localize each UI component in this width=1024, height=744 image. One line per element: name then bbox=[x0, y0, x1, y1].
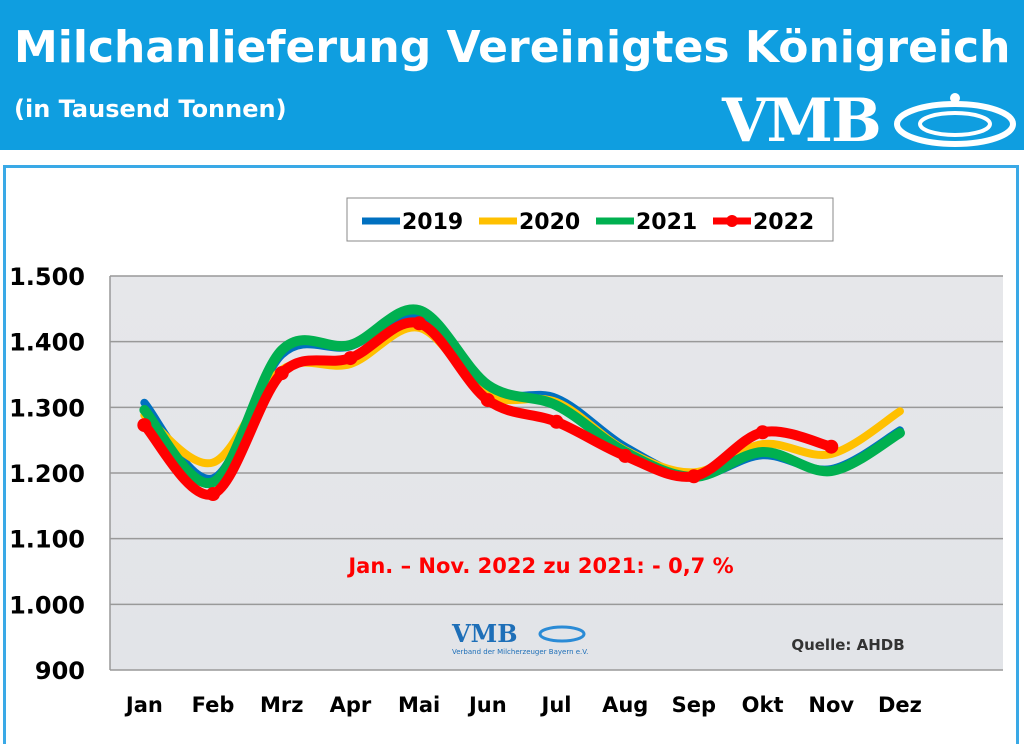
legend-label: 2021 bbox=[636, 210, 697, 235]
series-line-2022 bbox=[139, 317, 837, 500]
y-tick-label: 900 bbox=[35, 657, 85, 685]
x-tick-label: Jan bbox=[124, 693, 163, 717]
chart-title: Milchanlieferung Vereinigtes Königreich bbox=[14, 22, 1011, 73]
legend-label: 2020 bbox=[519, 210, 580, 235]
watermark-subtitle: Verband der Milcherzeuger Bayern e.V. bbox=[452, 648, 588, 656]
data-point-2022 bbox=[549, 414, 564, 429]
chart-frame bbox=[3, 165, 1019, 744]
data-point-2022 bbox=[686, 469, 701, 484]
data-point-2022 bbox=[137, 418, 152, 433]
annotation: Jan. – Nov. 2022 zu 2021: - 0,7 % bbox=[346, 554, 733, 578]
y-tick-label: 1.100 bbox=[9, 526, 85, 554]
y-tick-label: 1.300 bbox=[9, 394, 85, 422]
chart-subtitle: (in Tausend Tonnen) bbox=[14, 95, 287, 123]
legend: 2019 2020 2021 2022 bbox=[346, 197, 834, 242]
x-tick-label: Okt bbox=[742, 693, 784, 717]
watermark-swoosh-icon bbox=[538, 625, 586, 643]
y-tick-label: 1.000 bbox=[9, 591, 85, 619]
x-tick-label: Sep bbox=[672, 693, 716, 717]
data-point-2022 bbox=[618, 448, 633, 463]
data-point-2022 bbox=[206, 487, 221, 502]
data-point-2022 bbox=[755, 425, 770, 440]
x-tick-label: Jul bbox=[540, 693, 572, 717]
header-banner: Milchanlieferung Vereinigtes Königreich … bbox=[0, 0, 1024, 156]
x-tick-label: Apr bbox=[330, 693, 372, 717]
x-tick-label: Mai bbox=[398, 693, 440, 717]
vmb-logo: VMB bbox=[722, 86, 882, 156]
series-line-2021 bbox=[139, 304, 905, 488]
y-tick-label: 1.400 bbox=[9, 329, 85, 357]
data-point-2022 bbox=[824, 439, 839, 454]
x-tick-label: Nov bbox=[808, 693, 854, 717]
x-tick-label: Aug bbox=[602, 693, 648, 717]
legend-marker bbox=[726, 215, 738, 227]
data-point-2022 bbox=[274, 366, 289, 381]
source-note: Quelle: AHDB bbox=[791, 636, 904, 654]
x-tick-label: Jun bbox=[467, 693, 507, 717]
x-tick-label: Dez bbox=[878, 693, 922, 717]
x-tick-label: Mrz bbox=[260, 693, 303, 717]
watermark-logo: VMB bbox=[451, 619, 517, 648]
data-point-2022 bbox=[480, 393, 495, 408]
y-tick-label: 1.500 bbox=[9, 263, 85, 291]
y-tick-label: 1.200 bbox=[9, 460, 85, 488]
x-tick-label: Feb bbox=[192, 693, 235, 717]
legend-label: 2019 bbox=[402, 210, 463, 235]
data-point-2022 bbox=[343, 351, 358, 366]
data-point-2022 bbox=[412, 316, 427, 331]
legend-label: 2022 bbox=[753, 210, 814, 235]
logo-swoosh-icon bbox=[894, 93, 1016, 147]
